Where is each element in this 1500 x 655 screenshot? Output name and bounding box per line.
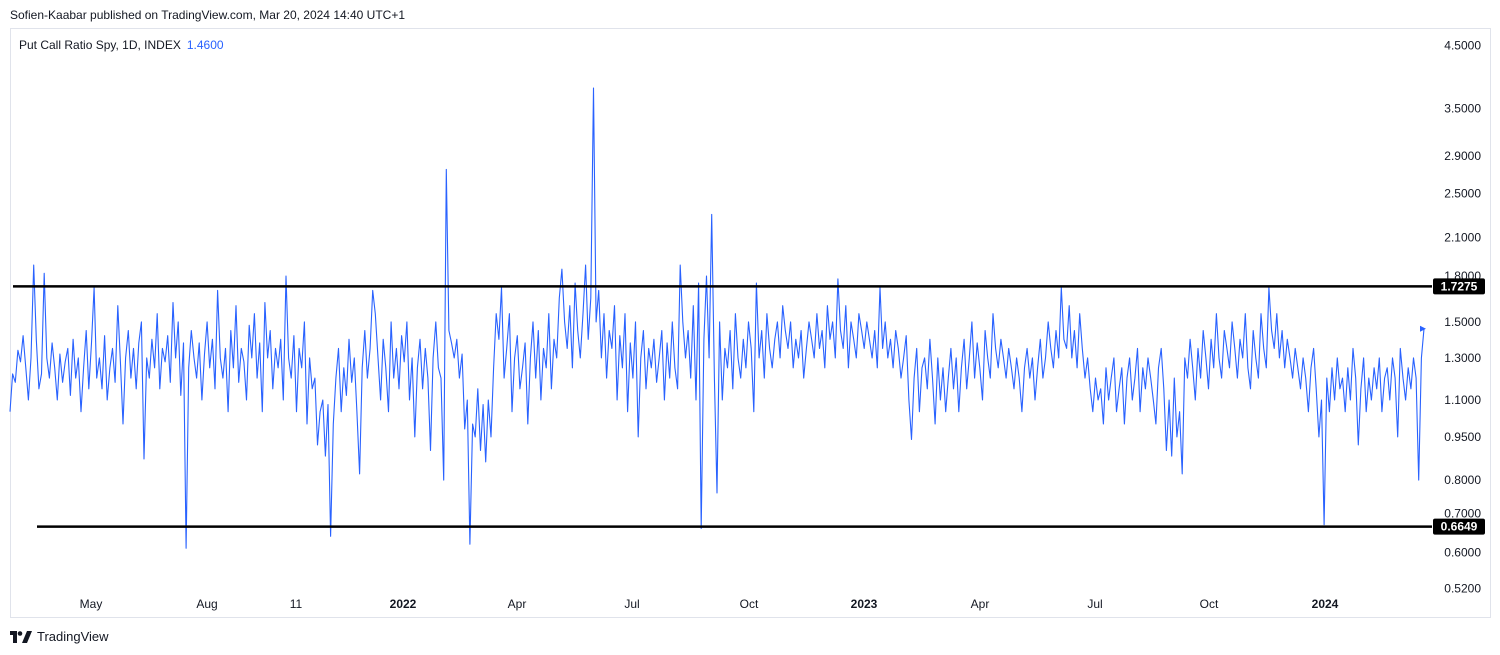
series-last-value: 1.4600 [186,38,224,52]
series-line [9,87,1425,549]
x-tick-label: Oct [740,597,759,611]
y-tick-label: 4.5000 [1444,39,1481,53]
level-price-badge [1433,518,1485,535]
y-tick-label: 1.3000 [1444,351,1481,365]
y-tick-label: 2.5000 [1444,186,1481,200]
y-tick-label: 2.1000 [1444,230,1481,244]
level-price-badge [1433,278,1485,295]
chart-frame [10,28,1491,618]
y-tick-label: 0.7000 [1444,507,1481,521]
x-tick-label: May [80,597,103,611]
x-tick-label: Oct [1200,597,1219,611]
y-tick-label: 2.9000 [1444,149,1481,163]
published-caption: Sofien-Kaabar published on TradingView.c… [10,8,406,22]
y-tick-label: 3.5000 [1444,102,1481,116]
x-tick-label: 2023 [851,597,878,611]
x-tick-label: Jul [624,597,639,611]
y-tick-label: 1.5000 [1444,315,1481,329]
series-legend[interactable]: Put Call Ratio Spy, 1D, INDEX 1.4600 [19,38,224,52]
y-tick-label: 0.9500 [1444,430,1481,444]
last-value-marker [1420,325,1426,332]
tradingview-logo-icon [10,630,32,643]
y-tick-label: 0.6000 [1444,545,1481,559]
y-tick-label: 1.1000 [1444,393,1481,407]
footer-brand: TradingView [37,629,109,644]
x-tick-label: 2024 [1312,597,1339,611]
footer: TradingView [10,629,109,644]
x-tick-label: Apr [508,597,527,611]
y-tick-label: 0.8000 [1444,473,1481,487]
x-tick-label: Aug [196,597,217,611]
x-tick-label: Apr [971,597,990,611]
level-price-label: 1.7275 [1441,279,1478,293]
level-price-label: 0.6649 [1441,520,1478,534]
y-tick-label: 0.5200 [1444,582,1481,596]
x-tick-label: Jul [1087,597,1102,611]
series-title: Put Call Ratio Spy, 1D, INDEX [19,38,181,52]
x-tick-label: 11 [290,597,303,611]
x-tick-label: 2022 [390,597,417,611]
